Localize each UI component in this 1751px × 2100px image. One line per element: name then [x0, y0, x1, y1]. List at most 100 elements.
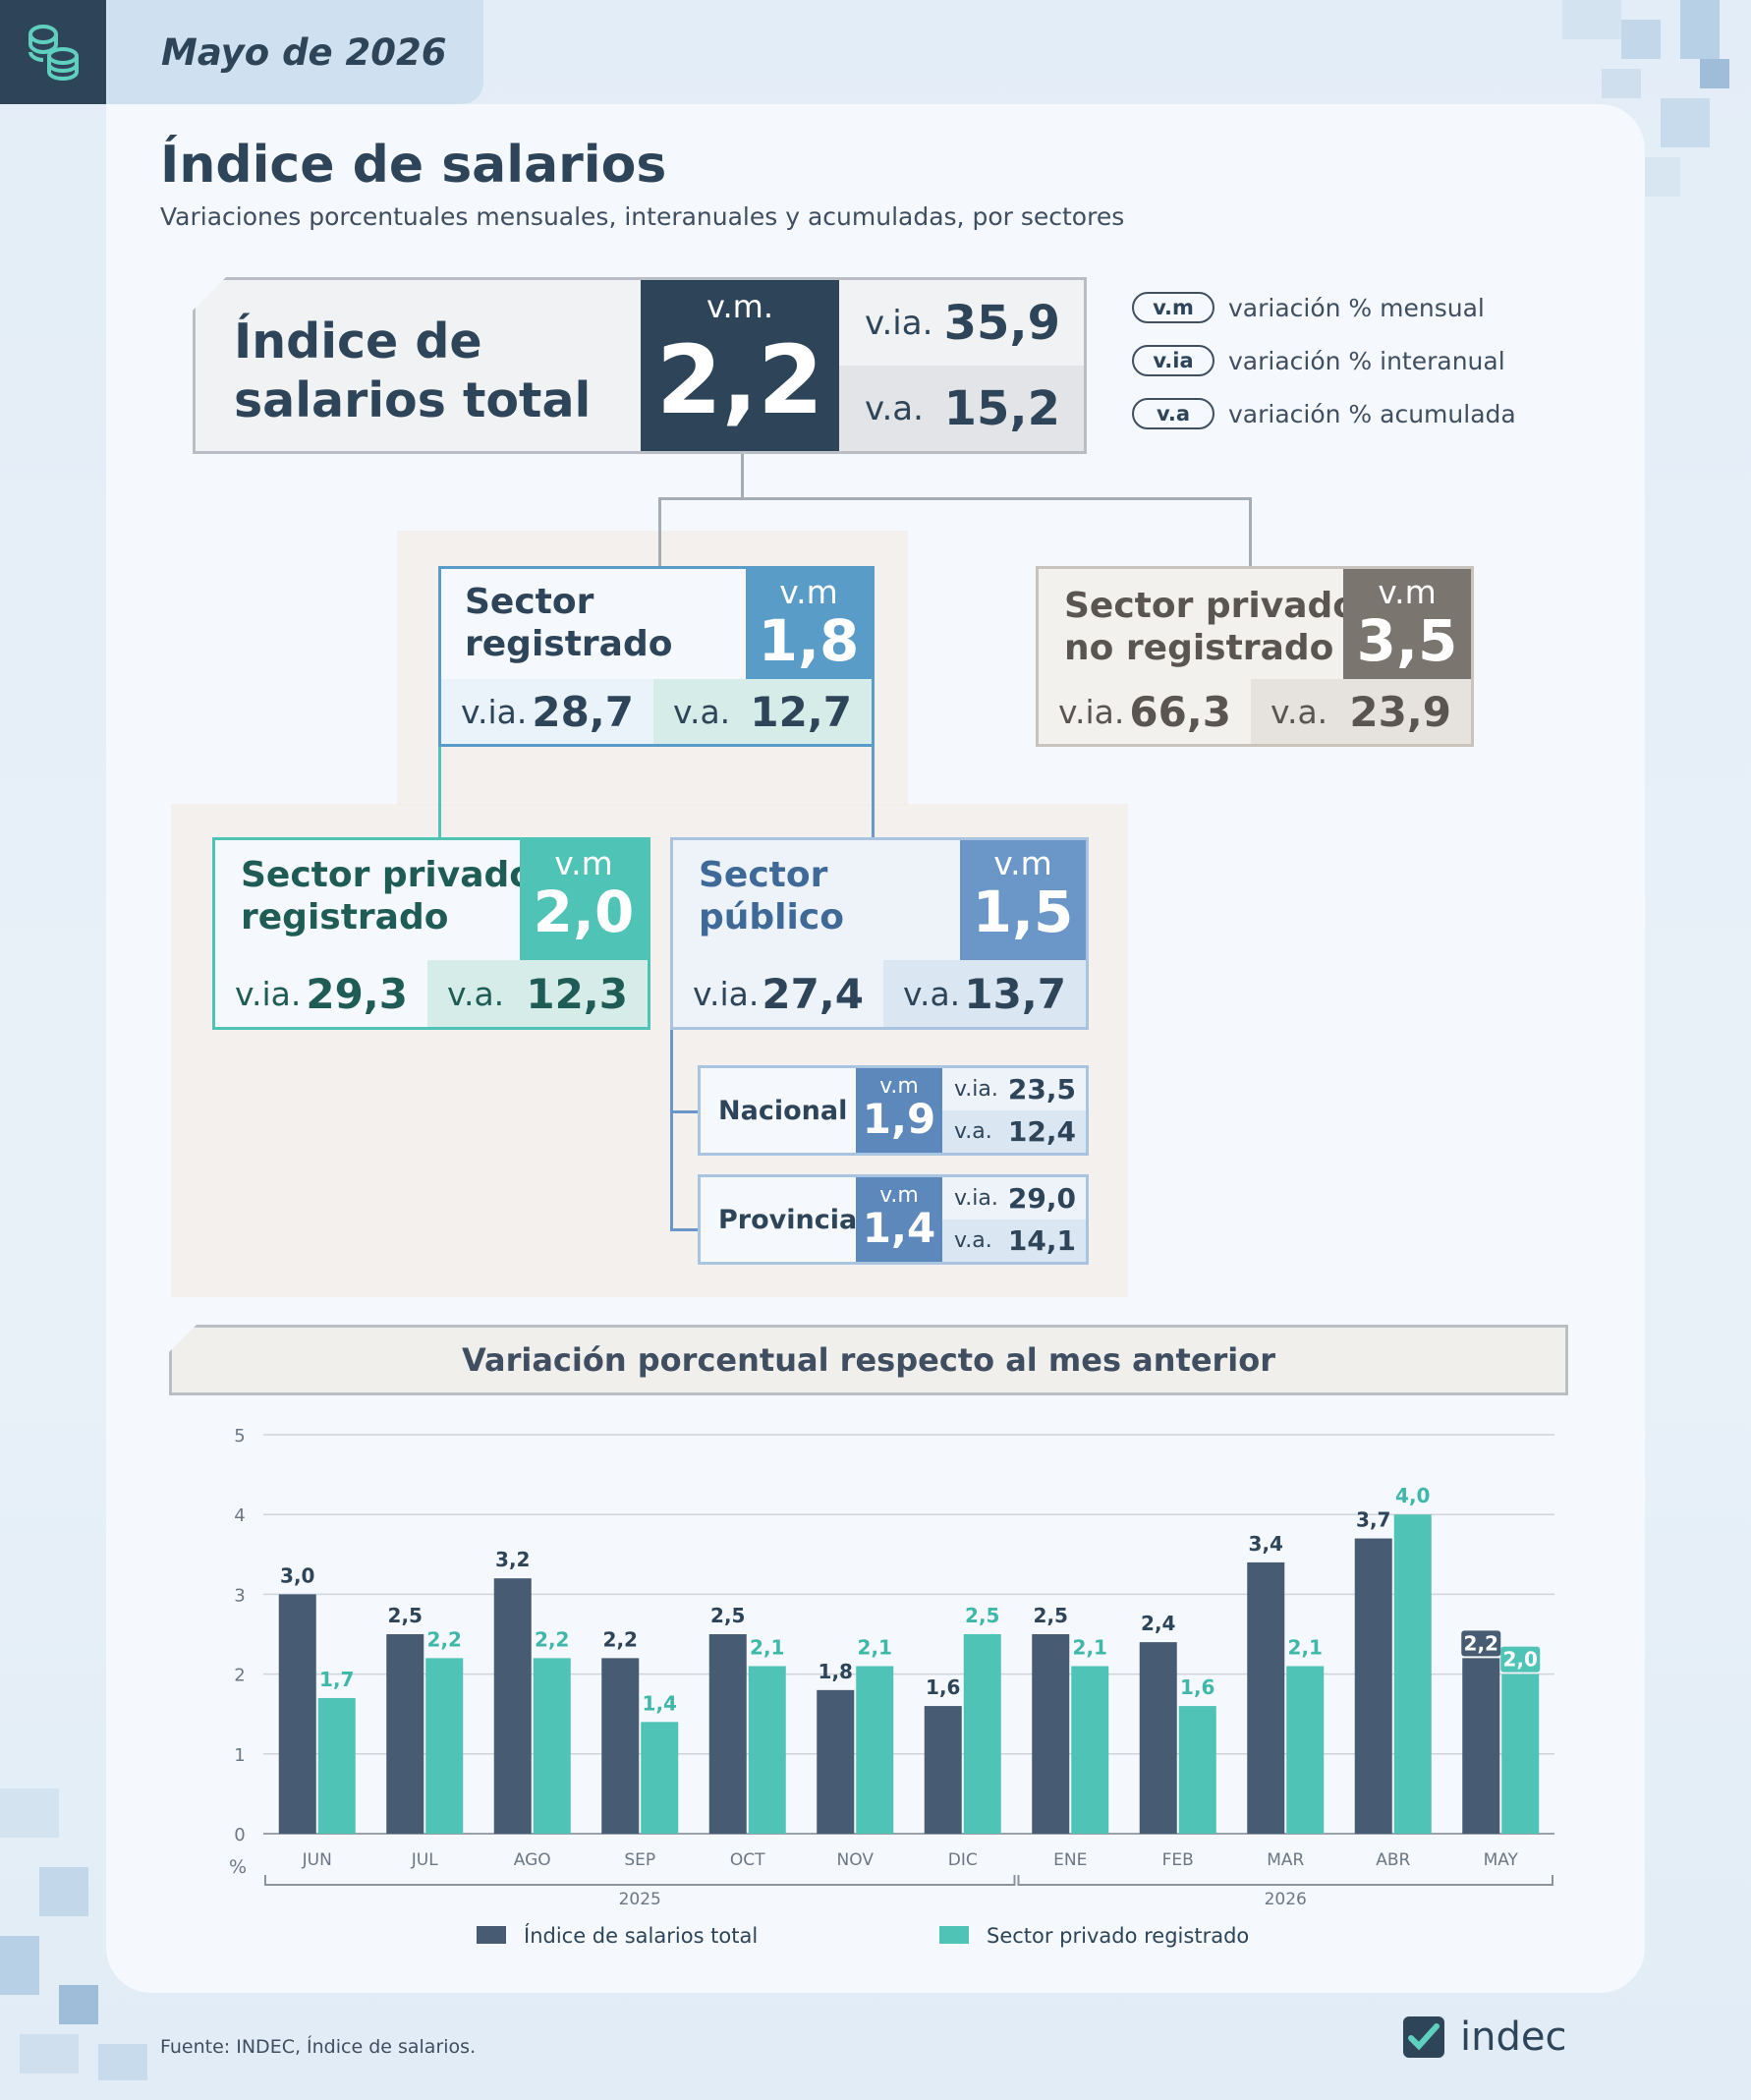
via-label: v.ia. [235, 974, 302, 1013]
data-label: 1,6 [1180, 1675, 1214, 1699]
va-label: v.a. [954, 1119, 992, 1144]
header-icon-box [0, 0, 106, 104]
via-label: v.ia. [954, 1077, 998, 1102]
provincial-box: Provincial v.m 1,4 v.ia. 29,0 v.a. 14,1 [698, 1174, 1089, 1265]
data-label: 2,5 [388, 1604, 423, 1627]
sector-publico-name: Sector público [699, 854, 844, 938]
via-value: 28,7 [532, 687, 634, 736]
vm-label: v.m [554, 844, 613, 882]
sector-publico-box: Sector público v.m 1,5 v.ia. 27,4 v.a. 1… [670, 837, 1089, 1030]
data-label: 2,1 [1073, 1635, 1107, 1659]
bar-total [1032, 1634, 1070, 1834]
vm-label: v.m [779, 573, 838, 611]
x-tick-label: JUN [302, 1850, 332, 1870]
bar-total [386, 1634, 424, 1834]
connector [670, 1228, 700, 1231]
name-line1: Sector [699, 855, 828, 895]
data-label: 2,5 [710, 1604, 745, 1627]
bar-total [601, 1658, 640, 1834]
bar-privado-registrado [425, 1658, 464, 1834]
year-label: 2026 [1265, 1890, 1307, 1909]
name-line2: no registrado [1064, 628, 1334, 668]
bar-privado-registrado [1501, 1674, 1540, 1834]
connector [872, 747, 875, 839]
abbr-legend-item: v.a variación % acumulada [1132, 398, 1516, 429]
va-value: 13,7 [964, 969, 1066, 1018]
sector-no-registrado-box: Sector privado no registrado v.m 3,5 v.i… [1036, 566, 1474, 747]
bar-privado-registrado [1071, 1666, 1109, 1834]
x-tick-label: ENE [1053, 1850, 1087, 1870]
name-line2: público [699, 897, 844, 937]
via-value: 23,5 [1007, 1073, 1076, 1106]
abbr-text: variación % interanual [1228, 346, 1505, 375]
legend-swatch [939, 1926, 969, 1944]
name-line1: Sector privado [1064, 586, 1358, 626]
data-label: 2,1 [1288, 1635, 1323, 1659]
vm-label: v.m [879, 1074, 919, 1099]
data-label: 2,5 [1034, 1604, 1068, 1627]
data-label: 2,2 [535, 1627, 569, 1651]
legend-swatch [477, 1926, 506, 1944]
data-label: 2,1 [750, 1635, 784, 1659]
via-label: v.ia. [461, 692, 528, 731]
bar-privado-registrado [533, 1658, 571, 1834]
bar-total [1354, 1538, 1392, 1834]
nacional-vm: v.m 1,9 [856, 1068, 942, 1153]
sector-no-registrado-name: Sector privado no registrado [1064, 585, 1357, 669]
indec-logo-icon [1403, 2016, 1444, 2058]
total-index-label: Índice de salarios total [234, 312, 591, 430]
total-label-line2: salarios total [234, 372, 592, 428]
x-tick-label: JUL [411, 1850, 438, 1870]
x-tick-label: FEB [1162, 1850, 1194, 1870]
name-line2: registrado [241, 897, 449, 937]
vm-value: 1,8 [758, 607, 860, 674]
bar-privado-registrado [317, 1697, 356, 1834]
y-axis-unit: % [229, 1856, 247, 1878]
sector-privado-registrado-via: v.ia. 29,3 [215, 960, 427, 1027]
sector-publico-va: v.a. 13,7 [883, 960, 1086, 1027]
bar-privado-registrado [856, 1666, 894, 1834]
via-label: v.ia. [693, 974, 760, 1013]
sector-registrado-va: v.a. 12,7 [653, 679, 872, 744]
via-value: 29,0 [1007, 1182, 1076, 1215]
sector-privado-registrado-box: Sector privado registrado v.m 2,0 v.ia. … [212, 837, 650, 1030]
year-bracket [1017, 1875, 1553, 1886]
page-title: Índice de salarios [160, 136, 667, 195]
chart-title: Variación porcentual respecto al mes ant… [169, 1325, 1568, 1395]
data-label: 1,6 [926, 1675, 960, 1699]
data-label-badge [1461, 1630, 1501, 1657]
data-label: 1,4 [643, 1691, 677, 1715]
name-line1: Sector privado [241, 855, 535, 895]
data-label: 4,0 [1395, 1484, 1430, 1507]
va-label: v.a. [1271, 692, 1328, 731]
x-tick-label: OCT [730, 1850, 765, 1870]
sector-publico-via: v.ia. 27,4 [673, 960, 883, 1027]
connector [658, 497, 661, 566]
y-tick-label: 4 [234, 1505, 245, 1526]
vm-label: v.m [879, 1183, 919, 1208]
bar-total [708, 1634, 747, 1834]
va-label: v.a. [903, 974, 961, 1013]
bar-total [817, 1689, 855, 1834]
data-label: 2,2 [427, 1627, 462, 1651]
data-label: 2,5 [965, 1604, 999, 1627]
x-tick-label: NOV [837, 1850, 875, 1870]
total-via-label: v.ia. [865, 303, 933, 343]
bar-total [1139, 1642, 1177, 1834]
abbr-text: variación % acumulada [1228, 399, 1516, 428]
abbr-pill: v.m [1132, 292, 1214, 323]
va-value: 12,4 [1007, 1115, 1076, 1148]
sector-registrado-name: Sector registrado [465, 581, 672, 665]
coins-stack-icon [28, 25, 79, 82]
data-label: 3,2 [495, 1548, 530, 1571]
x-tick-label: SEP [624, 1850, 655, 1870]
abbr-pill: v.ia [1132, 345, 1214, 376]
total-va-value: 15,2 [943, 380, 1060, 436]
abbr-pill: v.a [1132, 398, 1214, 429]
name-line2: registrado [465, 624, 673, 664]
va-value: 23,9 [1349, 687, 1451, 736]
data-label: 2,0 [1503, 1648, 1538, 1672]
sector-no-registrado-via: v.ia. 66,3 [1039, 679, 1251, 744]
via-label: v.ia. [1058, 692, 1125, 731]
y-tick-label: 2 [234, 1666, 245, 1686]
